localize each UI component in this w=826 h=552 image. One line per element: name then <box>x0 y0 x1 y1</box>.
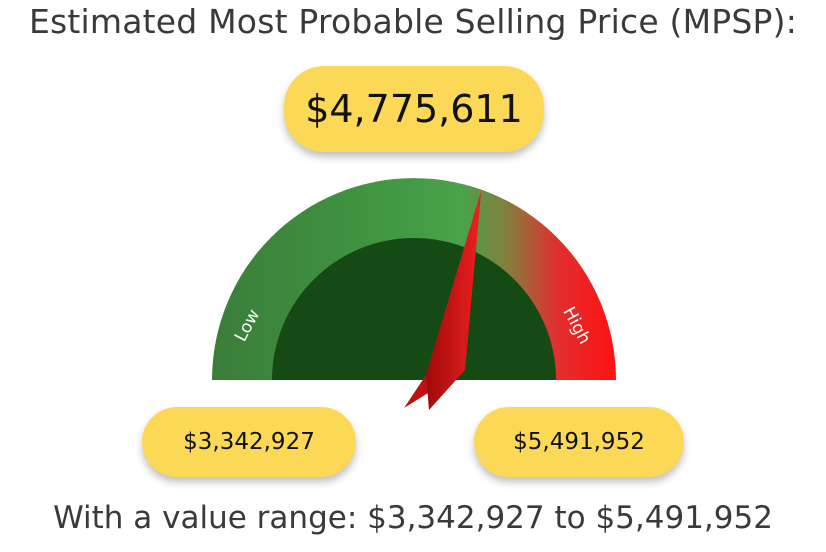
mpsp-value-badge: $4,775,611 <box>284 66 544 152</box>
price-gauge: Low High <box>212 178 616 410</box>
range-high-value: $5,491,952 <box>513 429 645 455</box>
value-range-summary: With a value range: $3,342,927 to $5,491… <box>53 500 773 536</box>
range-high-badge: $5,491,952 <box>474 407 684 477</box>
mpsp-value: $4,775,611 <box>305 87 523 131</box>
range-low-badge: $3,342,927 <box>142 407 356 477</box>
gauge-inner-disc <box>272 238 556 380</box>
page-heading: Estimated Most Probable Selling Price (M… <box>28 2 798 41</box>
gauge-needle <box>404 192 481 410</box>
range-low-value: $3,342,927 <box>183 429 315 455</box>
